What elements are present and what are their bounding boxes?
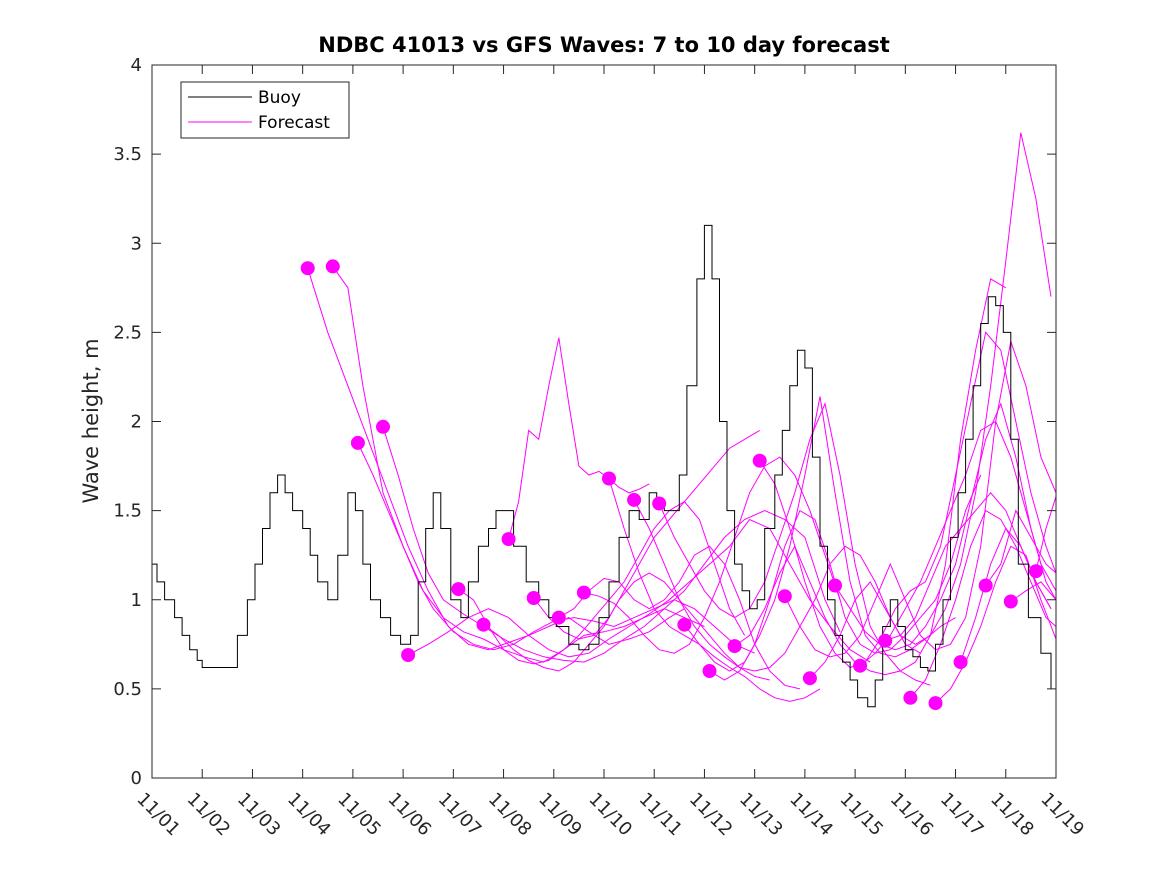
legend-label-buoy: Buoy [258,88,301,108]
forecast-start-marker-18 [752,453,767,468]
legend-label-forecast: Forecast [258,113,330,133]
forecast-start-marker-28 [1003,594,1018,609]
forecast-start-marker-13 [627,492,642,507]
forecast-line-14 [658,402,931,686]
forecast-line-28 [1010,581,1056,602]
plot-area [152,65,1056,778]
forecast-line-1 [307,268,685,651]
forecast-start-marker-24 [903,690,918,705]
forecast-start-marker-25 [928,696,943,711]
forecast-start-marker-11 [576,585,591,600]
y-tick-label: 3 [131,233,142,254]
series-layer [152,132,1056,711]
forecast-start-marker-12 [602,471,616,486]
forecast-line-13 [633,499,921,672]
y-tick-label: 3.5 [113,144,142,165]
forecast-line-20 [809,132,1052,679]
y-tick-label: 2 [131,412,142,433]
forecast-start-marker-14 [652,496,667,511]
forecast-line-17 [734,278,1007,676]
legend: Buoy Forecast [180,81,350,139]
buoy-line [152,224,1052,708]
forecast-start-marker-6 [451,582,466,597]
y-axis: 0 0.5 1 1.5 2 2.5 3 3.5 4 [113,55,1056,789]
forecast-start-marker-23 [878,633,893,648]
forecast-line-8 [508,337,650,540]
y-tick-label: 2.5 [113,322,142,343]
forecast-start-marker-9 [526,591,541,605]
forecast-start-marker-26 [953,655,968,670]
y-tick-label: 0.5 [113,679,142,700]
forecast-line-26 [960,527,1052,663]
y-tick-label: 1 [131,590,142,611]
forecast-start-marker-8 [501,532,516,547]
forecast-line-6 [458,501,746,665]
forecast-line-10 [558,545,801,690]
legend-box [180,81,350,139]
forecast-start-marker-1 [300,261,315,276]
y-axis-label: Wave height, m [79,338,103,503]
forecast-start-marker-4 [376,419,390,434]
forecast-start-marker-10 [551,610,566,625]
forecast-line-12 [608,478,821,702]
y-tick-label: 1.5 [113,501,142,522]
forecast-start-marker-2 [325,259,340,274]
forecast-line-5 [407,518,871,663]
forecast-line-3 [357,442,755,654]
forecast-line-21 [834,402,1056,651]
forecast-line-29 [1035,496,1056,572]
forecast-start-marker-27 [978,578,993,593]
chart-title: NDBC 41013 vs GFS Waves: 7 to 10 day for… [318,33,889,57]
forecast-start-marker-15 [677,617,692,632]
forecast-start-marker-5 [401,648,416,662]
forecast-line-4 [382,426,841,663]
forecast-start-marker-22 [853,658,868,673]
forecast-start-marker-3 [350,435,365,450]
forecast-start-marker-7 [476,617,491,632]
y-tick-label: 4 [131,55,142,76]
forecast-start-marker-20 [802,671,817,686]
forecast-start-marker-16 [702,664,717,678]
forecast-start-marker-17 [727,639,742,654]
forecast-start-marker-21 [828,578,842,593]
forecast-line-9 [533,429,760,640]
y-tick-label: 0 [131,768,142,789]
forecast-start-marker-29 [1028,564,1043,579]
forecast-start-marker-19 [777,589,792,604]
forecast-line-16 [709,474,982,681]
forecast-line-27 [985,509,1056,586]
